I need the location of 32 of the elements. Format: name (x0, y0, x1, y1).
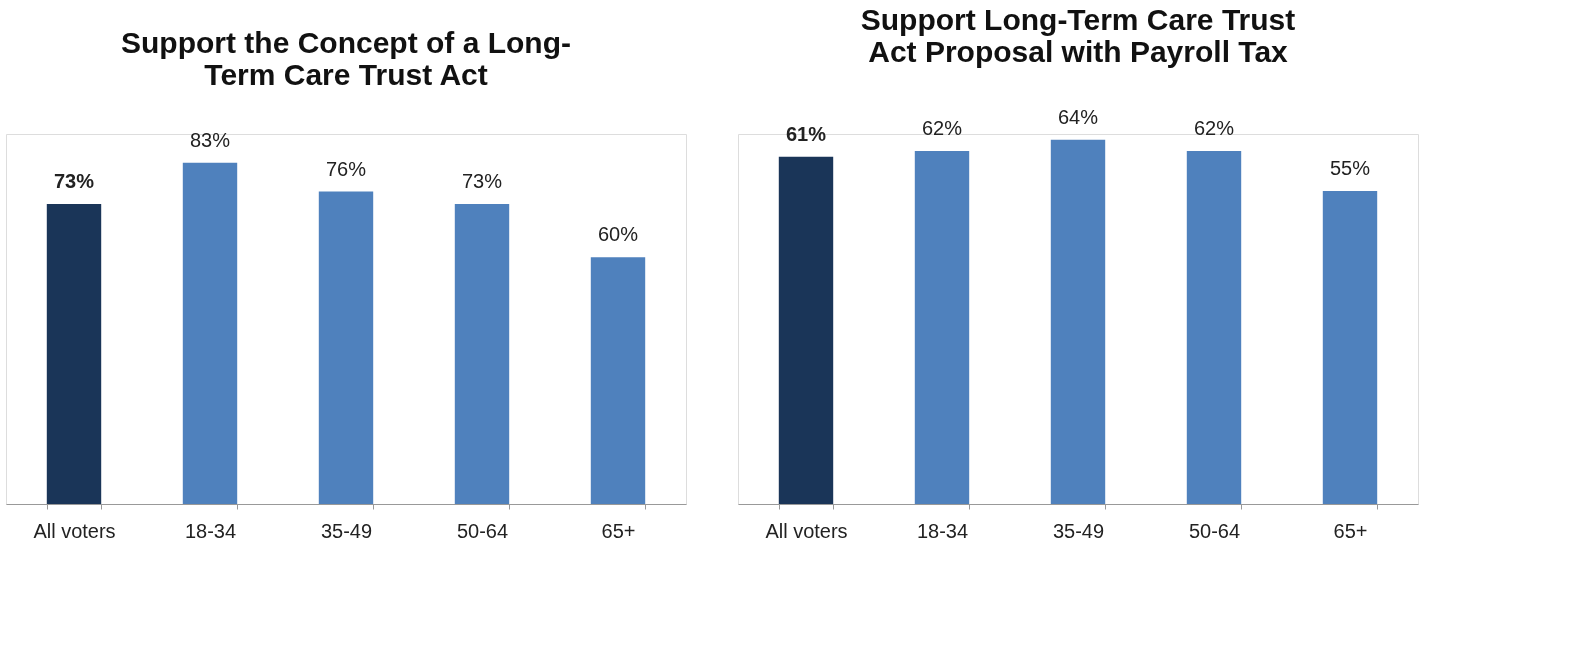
bar (182, 162, 238, 504)
chart-title: Support the Concept of a Long-Term Care Trust Act (121, 25, 571, 91)
data-label: 62% (1193, 117, 1235, 140)
bar (1322, 190, 1378, 504)
data-label: 76% (325, 157, 367, 180)
x-tick-label: 50-64 (456, 519, 509, 542)
bar (914, 151, 970, 504)
x-tick-label: 50-64 (1188, 519, 1241, 542)
bar (778, 156, 834, 504)
data-label: 73% (53, 169, 95, 192)
x-tick-label: 35-49 (320, 519, 373, 542)
x-tick-label: 18-34 (184, 519, 237, 542)
data-label: 55% (1329, 156, 1371, 179)
x-tick-label: All voters (765, 519, 848, 542)
bar (318, 191, 374, 504)
bar (46, 203, 102, 504)
data-label: 61% (785, 122, 827, 145)
data-label: 73% (461, 169, 503, 192)
x-tick-label: All voters (33, 519, 116, 542)
x-tick-label: 65+ (1333, 519, 1368, 542)
x-tick-label: 18-34 (916, 519, 969, 542)
data-label: 62% (921, 117, 963, 140)
chart-title: Support Long-Term Care Trust Act Proposal with Payroll Tax (860, 2, 1296, 68)
data-label: 60% (597, 223, 639, 246)
data-label: 64% (1057, 105, 1099, 128)
bar (1050, 139, 1106, 504)
bar (1186, 151, 1242, 504)
x-tick-label: 65+ (601, 519, 636, 542)
bar (454, 203, 510, 504)
data-label: 83% (189, 128, 231, 151)
x-tick-label: 35-49 (1052, 519, 1105, 542)
bar (590, 257, 646, 504)
